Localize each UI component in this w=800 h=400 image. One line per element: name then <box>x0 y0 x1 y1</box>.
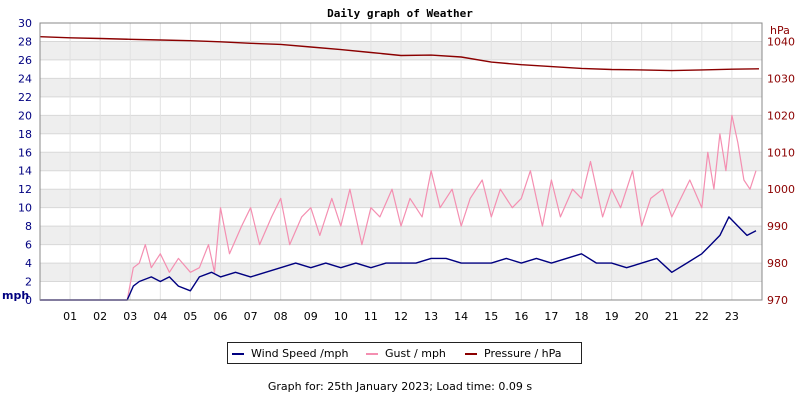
legend-item-wind-speed: Wind Speed /mph <box>232 347 349 360</box>
left-tick-label: 16 <box>18 146 32 159</box>
x-tick-label: 18 <box>575 310 589 323</box>
left-tick-label: 28 <box>18 35 32 48</box>
right-tick-label: 990 <box>767 220 788 233</box>
x-tick-label: 01 <box>63 310 77 323</box>
x-tick-label: 09 <box>304 310 318 323</box>
legend-label-pressure: Pressure / hPa <box>484 347 562 360</box>
footer-text: Graph for: 25th January 2023; Load time:… <box>267 380 533 393</box>
legend-item-pressure: Pressure / hPa <box>465 347 562 360</box>
x-tick-label: 13 <box>424 310 438 323</box>
x-tick-label: 20 <box>635 310 649 323</box>
chart-title: Daily graph of Weather <box>327 7 473 20</box>
legend: Wind Speed /mph Gust / mph Pressure / hP… <box>227 342 582 364</box>
x-tick-label: 02 <box>93 310 107 323</box>
left-tick-label: 20 <box>18 109 32 122</box>
x-tick-label: 03 <box>123 310 137 323</box>
left-tick-label: 8 <box>25 220 32 233</box>
left-tick-label: 4 <box>25 257 32 270</box>
right-tick-label: 1040 <box>767 35 795 48</box>
left-tick-label: 12 <box>18 183 32 196</box>
legend-label-wind-speed: Wind Speed /mph <box>251 347 349 360</box>
x-tick-label: 15 <box>484 310 498 323</box>
right-tick-label: 1000 <box>767 183 795 196</box>
x-tick-label: 23 <box>725 310 739 323</box>
x-tick-label: 16 <box>514 310 528 323</box>
right-tick-label: 980 <box>767 257 788 270</box>
right-tick-label: 1010 <box>767 146 795 159</box>
x-tick-label: 22 <box>695 310 709 323</box>
left-axis-unit: mph <box>2 289 29 302</box>
left-tick-label: 18 <box>18 128 32 141</box>
x-tick-label: 19 <box>605 310 619 323</box>
x-tick-label: 08 <box>274 310 288 323</box>
x-tick-label: 05 <box>183 310 197 323</box>
right-tick-label: 1020 <box>767 109 795 122</box>
left-tick-label: 14 <box>18 165 32 178</box>
plot-border <box>39 22 763 301</box>
legend-swatch-wind-speed <box>232 353 244 355</box>
x-tick-label: 17 <box>544 310 558 323</box>
legend-swatch-pressure <box>465 353 477 355</box>
x-tick-label: 06 <box>214 310 228 323</box>
series-line-pressure-hpa <box>39 36 760 72</box>
left-tick-label: 30 <box>18 17 32 30</box>
x-tick-label: 14 <box>454 310 468 323</box>
left-tick-label: 24 <box>18 72 32 85</box>
x-tick-label: 07 <box>244 310 258 323</box>
series-line-wind-speed-mph <box>40 216 757 301</box>
legend-label-gust: Gust / mph <box>385 347 446 360</box>
left-tick-label: 10 <box>18 202 32 215</box>
series-line-gust-mph <box>40 114 757 301</box>
x-tick-label: 21 <box>665 310 679 323</box>
left-tick-label: 2 <box>25 276 32 289</box>
right-tick-label: 970 <box>767 294 788 307</box>
left-tick-label: 22 <box>18 91 32 104</box>
right-tick-label: 1030 <box>767 72 795 85</box>
left-tick-label: 6 <box>25 239 32 252</box>
x-tick-label: 04 <box>153 310 167 323</box>
right-axis-unit: hPa <box>770 24 790 37</box>
legend-item-gust: Gust / mph <box>366 347 446 360</box>
left-tick-label: 0 <box>25 294 32 307</box>
x-tick-label: 11 <box>364 310 378 323</box>
x-tick-label: 12 <box>394 310 408 323</box>
left-tick-label: 26 <box>18 54 32 67</box>
legend-swatch-gust <box>366 353 378 355</box>
x-tick-label: 10 <box>334 310 348 323</box>
